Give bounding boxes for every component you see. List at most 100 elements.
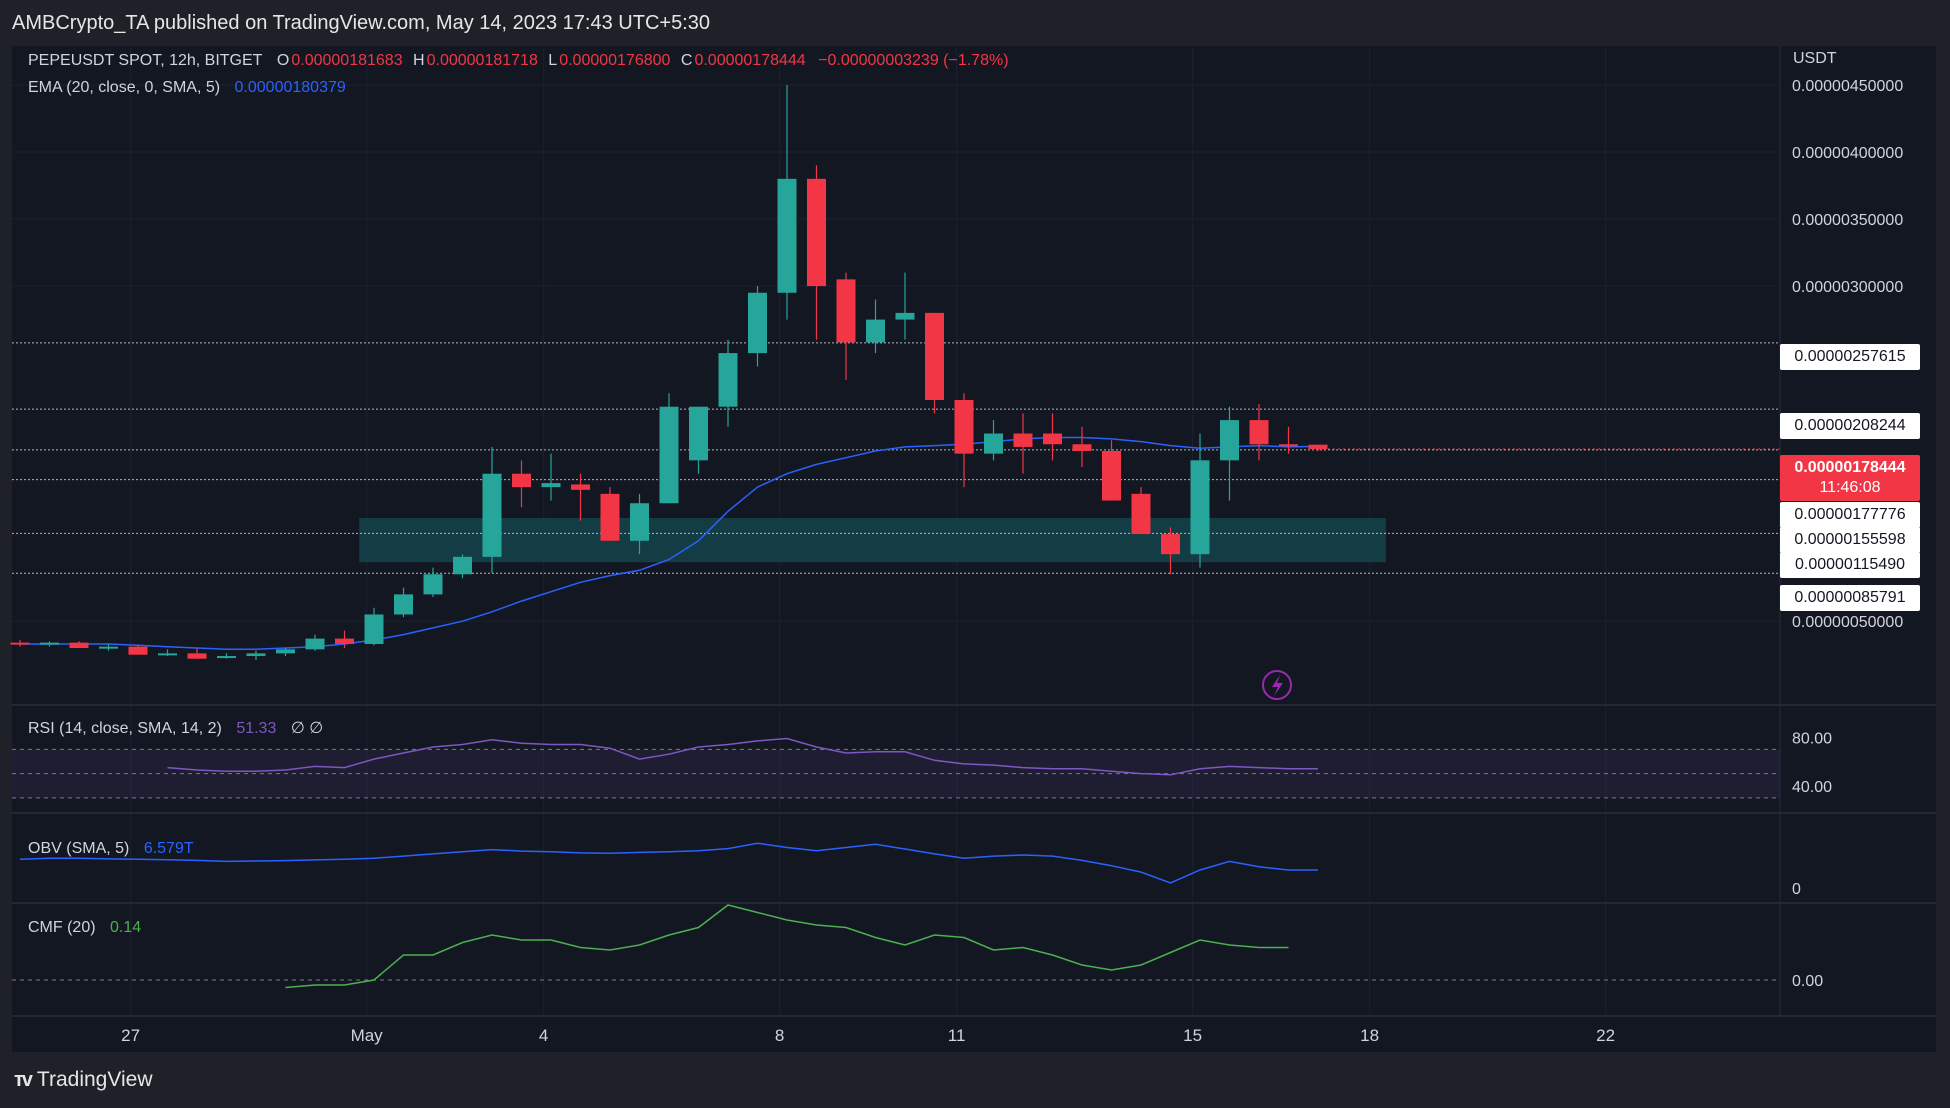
candle <box>158 649 177 657</box>
candle-body <box>1220 420 1239 461</box>
candle <box>1308 444 1328 452</box>
candle-body <box>1249 420 1269 445</box>
candle <box>1131 487 1151 535</box>
candle <box>689 406 708 474</box>
candle-body <box>866 319 885 343</box>
l-value: 0.00000176800 <box>559 52 671 69</box>
countdown-value: 11:46:08 <box>1819 479 1881 496</box>
candle-body <box>217 656 236 659</box>
candle-body <box>512 473 531 488</box>
candle-body <box>1013 433 1033 447</box>
candle-body <box>659 406 679 504</box>
tradingview-brand[interactable]: ᴛᴠ TradingView <box>14 1068 152 1092</box>
candle <box>600 487 620 541</box>
candle-body <box>1072 444 1092 451</box>
candle-body <box>1131 493 1151 535</box>
candle-body <box>482 473 502 557</box>
candle <box>453 554 472 579</box>
cmf-pane <box>12 904 1780 989</box>
rsi-pane <box>12 737 1780 799</box>
candle-body <box>364 614 384 644</box>
l-label: L <box>548 52 558 69</box>
main-legend[interactable]: PEPEUSDT SPOT, 12h, BITGET O 0.0000018168… <box>28 52 1011 70</box>
rsi-tick-label: 80.00 <box>1792 730 1832 747</box>
cmf-tick-label: 0.00 <box>1792 973 1823 990</box>
candle <box>1190 433 1210 568</box>
rsi-value: 51.33 <box>236 720 277 737</box>
time-tick-label: 11 <box>948 1026 966 1045</box>
ema-path <box>20 436 1319 651</box>
change-value: −0.00000003239 (−1.78%) <box>818 52 1009 69</box>
time-tick-label: May <box>351 1026 384 1045</box>
time-tick-label: 15 <box>1183 1026 1202 1045</box>
axis-unit-label: USDT <box>1793 50 1837 67</box>
cmf-label: CMF (20) <box>28 919 96 936</box>
rsi-tick-label: 40.00 <box>1792 779 1832 796</box>
candle <box>571 473 590 521</box>
candle-body <box>748 292 767 354</box>
ema-legend[interactable]: EMA (20, close, 0, SMA, 5) 0.00000180379 <box>28 79 348 97</box>
time-tick-label: 8 <box>775 1026 784 1045</box>
candle-body <box>276 649 295 654</box>
ema-label: EMA (20, close, 0, SMA, 5) <box>28 79 221 96</box>
obv-pane <box>19 842 1318 884</box>
candle <box>866 299 885 354</box>
candle <box>807 165 826 340</box>
rsi-legend[interactable]: RSI (14, close, SMA, 14, 2) 51.33 ∅ ∅ <box>28 718 325 738</box>
obv-legend[interactable]: OBV (SMA, 5) 6.579T <box>28 840 196 858</box>
candle-body <box>1102 450 1121 501</box>
last-price-value: 0.00000178444 <box>1794 459 1906 476</box>
candle <box>630 493 649 555</box>
time-tick-label: 22 <box>1596 1026 1615 1045</box>
candle-body <box>40 642 59 645</box>
candle-body <box>807 178 826 287</box>
candle <box>925 312 944 414</box>
rsi-extra: ∅ ∅ <box>290 720 324 737</box>
brand-label: TradingView <box>36 1068 153 1091</box>
candle-body <box>128 646 148 655</box>
candle <box>1102 440 1121 501</box>
candle-body <box>394 594 413 615</box>
candle-body <box>246 653 266 657</box>
time-tick-label: 18 <box>1360 1026 1379 1045</box>
price-tick-label: 0.00000400000 <box>1792 145 1903 162</box>
publisher-text: AMBCrypto_TA published on TradingView.co… <box>12 12 710 34</box>
price-tick-label: 0.00000300000 <box>1792 279 1903 296</box>
candle <box>1013 413 1033 474</box>
candle-body <box>836 279 856 343</box>
candle-body <box>187 653 207 659</box>
flash-icon[interactable] <box>1262 670 1292 700</box>
support-zone-rect <box>359 517 1386 563</box>
candle <box>335 630 354 648</box>
obv-line <box>19 842 1318 884</box>
level-label-1: 0.00000257615 <box>1780 344 1920 370</box>
candle <box>836 272 856 380</box>
candle-body <box>423 574 443 595</box>
candle-body <box>984 433 1003 454</box>
candle-body <box>925 312 944 401</box>
candle <box>1043 413 1062 461</box>
candle <box>10 639 30 647</box>
candle-body <box>99 646 118 649</box>
rsi-line <box>167 737 1318 776</box>
level-label-4: 0.00000155598 <box>1780 527 1920 553</box>
candle <box>718 339 738 427</box>
candle <box>1249 404 1269 461</box>
candle-body <box>954 400 974 454</box>
cmf-legend[interactable]: CMF (20) 0.14 <box>28 919 143 937</box>
h-label: H <box>413 52 425 69</box>
time-tick-label: 4 <box>539 1026 548 1045</box>
candlesticks[interactable] <box>10 85 1328 661</box>
time-axis-ticks: 2427May4811151822 <box>121 1026 1615 1045</box>
obv-tick-label: 0 <box>1792 881 1801 898</box>
cmf-value: 0.14 <box>110 919 142 936</box>
candle-body <box>335 638 354 644</box>
footer-bar <box>0 1052 1950 1108</box>
candle-body <box>158 653 177 656</box>
support-zone <box>359 517 1386 563</box>
ema-line <box>20 436 1319 651</box>
candle <box>777 85 797 320</box>
cmf-line <box>285 904 1289 989</box>
candle-body <box>1190 460 1210 555</box>
